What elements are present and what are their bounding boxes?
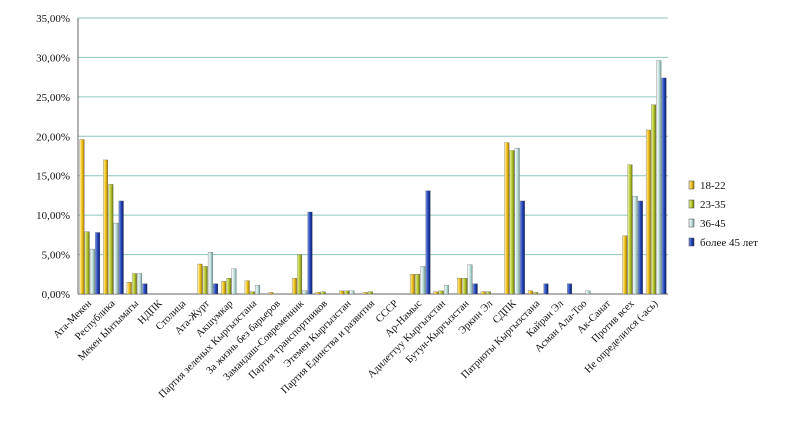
bar-5-1 xyxy=(202,266,208,295)
bar-5-2 xyxy=(207,252,213,295)
bar-5-0 xyxy=(197,263,203,295)
y-tick-label: 35,00% xyxy=(36,13,70,25)
legend-swatch-1 xyxy=(688,199,695,209)
legend-label-1: 23-35 xyxy=(700,199,726,211)
bar-9-0 xyxy=(291,278,297,295)
y-tick-label: 25,00% xyxy=(36,92,70,104)
legend-swatch-2 xyxy=(688,218,695,228)
bar-5-3 xyxy=(213,283,219,295)
bar-17-0 xyxy=(480,291,486,295)
bars xyxy=(79,60,667,295)
bar-0-3 xyxy=(95,232,101,295)
bar-0-0 xyxy=(79,139,85,295)
bar-23-1 xyxy=(627,164,633,295)
bar-11-2 xyxy=(349,290,355,295)
bar-6-2 xyxy=(231,268,237,295)
y-tick-label: 5,00% xyxy=(42,250,70,262)
bar-2-0 xyxy=(126,282,132,295)
bar-14-1 xyxy=(415,274,421,295)
bar-16-0 xyxy=(457,278,463,295)
bar-2-1 xyxy=(131,273,137,295)
bar-9-2 xyxy=(302,290,308,295)
bar-18-1 xyxy=(509,150,515,295)
bar-7-0 xyxy=(244,280,250,295)
y-tick-label: 10,00% xyxy=(36,210,70,222)
bar-10-0 xyxy=(315,292,321,295)
legend-label-3: более 45 лет xyxy=(700,237,758,249)
bar-14-2 xyxy=(420,266,426,295)
bar-14-0 xyxy=(409,274,415,295)
bar-20-3 xyxy=(567,283,573,295)
y-axis: 0,00% 5,00% 10,00% 15,00% 20,00% 25,00% 30,00%… xyxy=(36,13,668,301)
legend: 18-22 23-35 36-45 более 45 лет xyxy=(688,180,758,249)
bar-23-3 xyxy=(637,200,643,295)
bar-23-2 xyxy=(632,196,638,295)
bar-1-1 xyxy=(108,184,114,295)
bar-16-3 xyxy=(472,283,478,295)
bar-15-1 xyxy=(438,290,444,295)
bar-2-3 xyxy=(142,283,148,295)
bar-24-2 xyxy=(656,60,662,295)
bar-16-1 xyxy=(462,278,468,295)
bar-2-2 xyxy=(137,273,143,295)
bar-0-2 xyxy=(89,248,95,295)
bar-11-0 xyxy=(339,290,345,295)
bar-9-1 xyxy=(297,254,303,295)
y-tick-label: 15,00% xyxy=(36,171,70,183)
bar-19-0 xyxy=(527,290,533,295)
bar-19-3 xyxy=(543,283,549,295)
legend-label-2: 36-45 xyxy=(700,218,726,230)
bar-24-1 xyxy=(651,104,657,295)
bar-1-0 xyxy=(103,159,109,295)
bar-21-2 xyxy=(585,290,591,295)
bar-16-2 xyxy=(467,264,473,295)
bar-17-1 xyxy=(485,291,491,295)
bar-18-2 xyxy=(514,147,520,295)
legend-swatch-0 xyxy=(688,180,695,190)
bar-24-3 xyxy=(661,77,667,295)
bar-12-1 xyxy=(367,291,373,295)
bar-6-1 xyxy=(226,278,232,295)
y-tick-label: 30,00% xyxy=(36,52,70,64)
bar-1-3 xyxy=(118,200,124,295)
bar-11-1 xyxy=(344,290,350,295)
bar-18-0 xyxy=(504,142,510,295)
bar-19-1 xyxy=(533,292,539,295)
bar-7-1 xyxy=(249,291,255,295)
bar-12-0 xyxy=(362,292,368,295)
bar-23-0 xyxy=(622,235,628,295)
bar-6-0 xyxy=(221,281,227,295)
bar-15-0 xyxy=(433,291,439,295)
legend-swatch-3 xyxy=(688,237,695,247)
bar-18-3 xyxy=(519,200,525,295)
bar-8-0 xyxy=(268,292,274,295)
bar-14-3 xyxy=(425,190,431,295)
bar-7-2 xyxy=(255,285,261,295)
bar-1-2 xyxy=(113,222,119,295)
bar-15-2 xyxy=(443,285,449,295)
y-tick-label: 0,00% xyxy=(42,289,70,301)
legend-label-0: 18-22 xyxy=(700,180,726,192)
grid-lines xyxy=(78,17,668,295)
y-tick-label: 20,00% xyxy=(36,131,70,143)
bar-9-3 xyxy=(307,211,313,295)
bar-0-1 xyxy=(84,231,90,295)
bar-10-1 xyxy=(320,291,326,295)
bar-24-0 xyxy=(645,129,651,295)
